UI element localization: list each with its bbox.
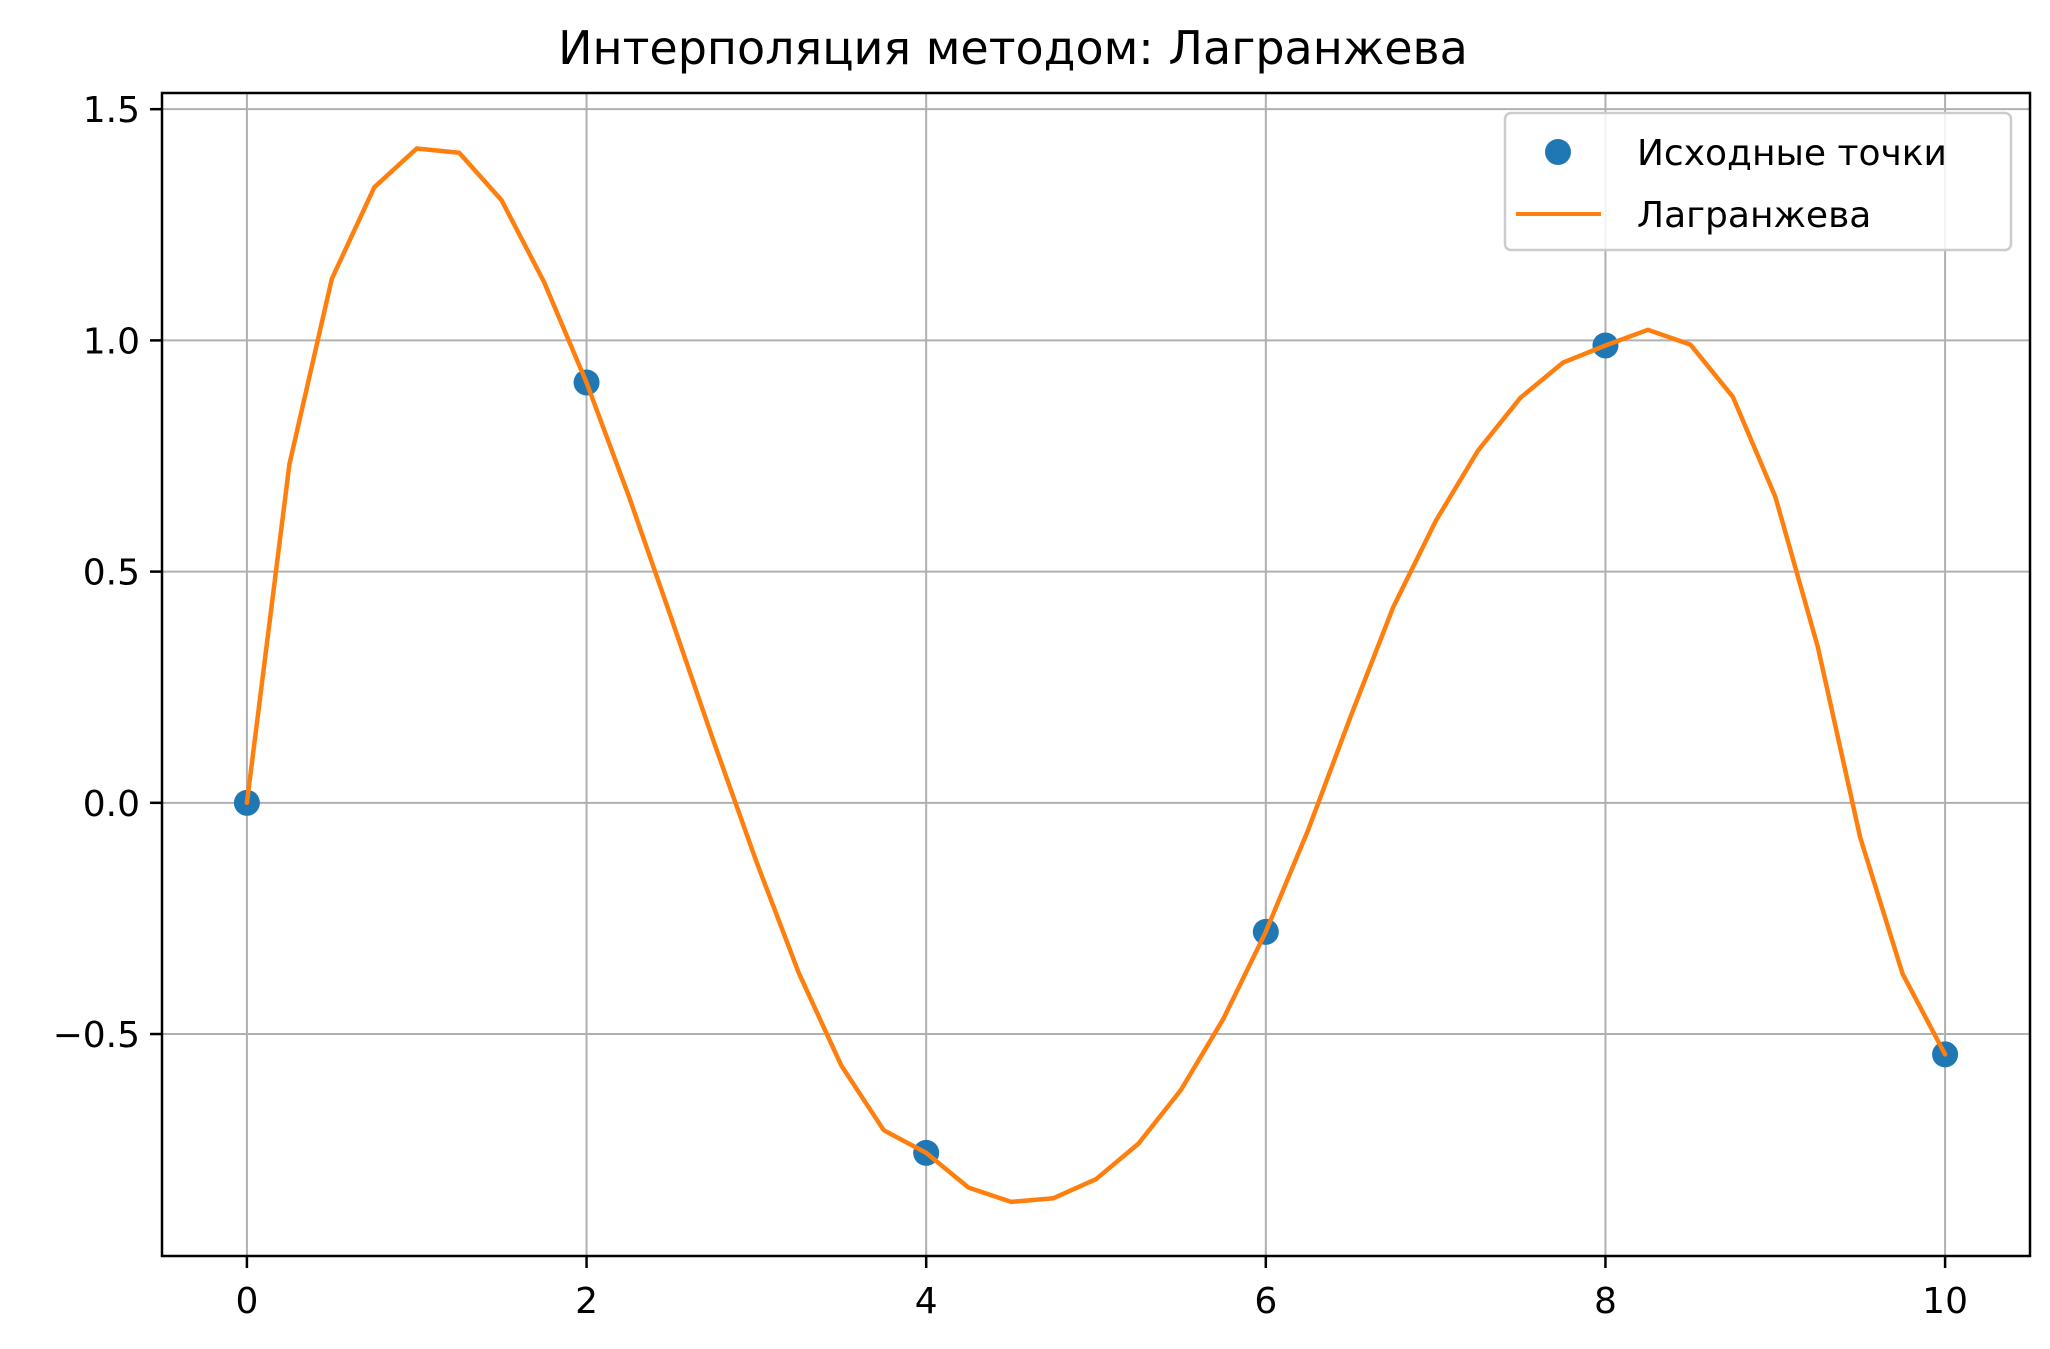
series-layer [233,146,1959,1205]
x-tick-label: 8 [1594,1281,1617,1322]
series-line-1 [244,146,1948,1205]
legend-marker-points [1545,139,1571,165]
legend-box [1503,111,2013,252]
x-tick-label: 10 [1922,1281,1968,1322]
legend: Исходные точки Лагранжева [1503,111,2013,252]
x-tick-label: 4 [915,1281,938,1322]
grid-layer [162,93,2030,1256]
y-tick-label: 0.5 [83,553,140,594]
legend-label-points: Исходные точки [1637,133,1947,174]
x-tick-label: 0 [235,1281,258,1322]
legend-label-line: Лагранжева [1637,195,1871,236]
y-tick-label: 1.0 [83,321,140,362]
x-tick-label: 6 [1254,1281,1277,1322]
chart-title: Интерполяция методом: Лагранжева [558,21,1468,75]
y-tick-label: 1.5 [83,90,140,131]
y-tick-label: −0.5 [53,1015,140,1056]
x-tick-label: 2 [575,1281,598,1322]
y-tick-label: 0.0 [83,784,140,825]
ticks-layer: 0 2 4 6 8 10 −0.5 0.0 0.5 1.0 1.5 [53,90,1968,1322]
plot-frame [160,91,2032,1258]
